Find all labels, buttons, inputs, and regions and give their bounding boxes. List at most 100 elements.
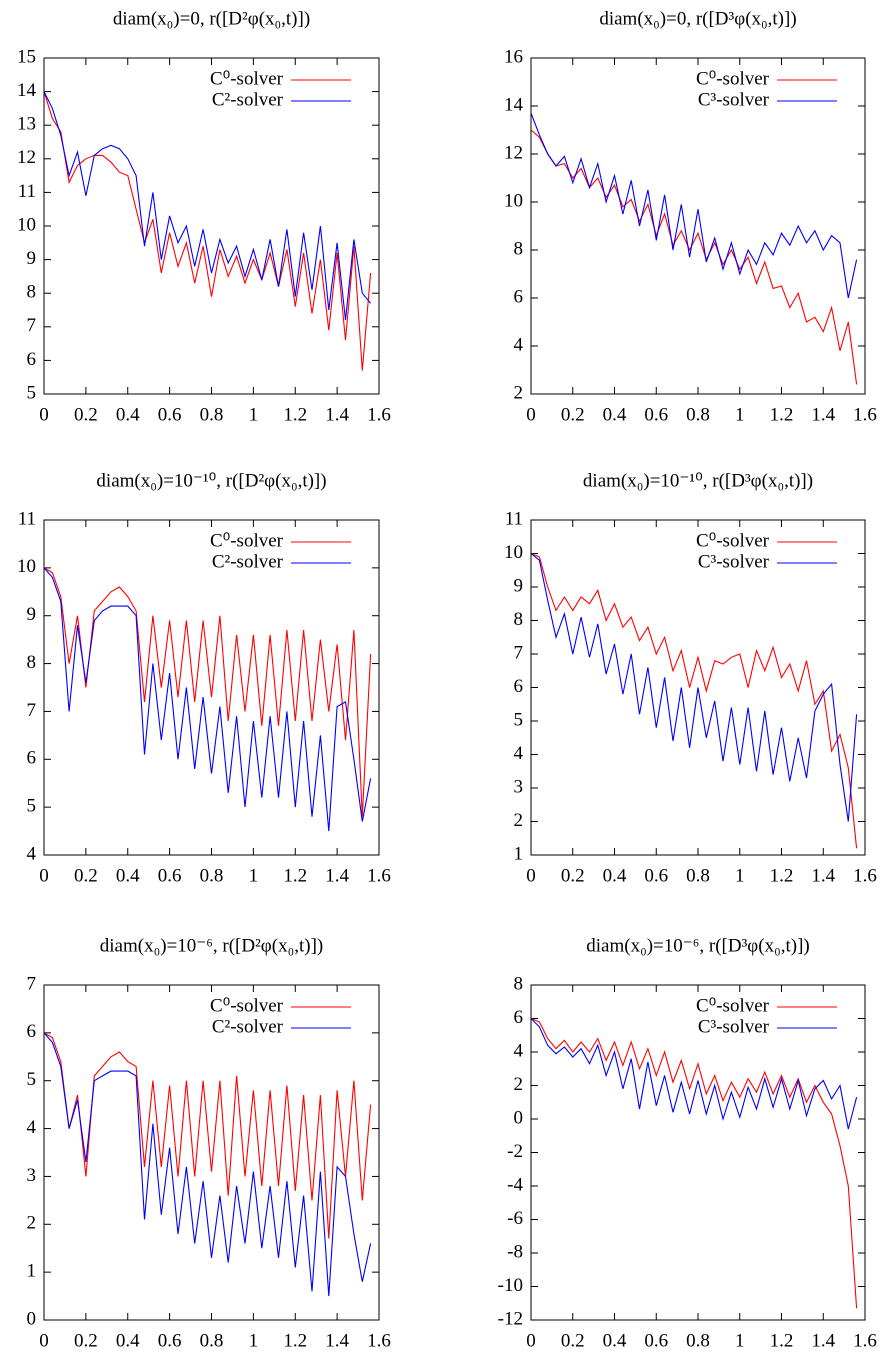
series-line — [43, 1032, 372, 1239]
y-tick-label: -6 — [507, 1208, 523, 1229]
x-tick-label: 0 — [526, 1330, 536, 1351]
series-line — [530, 553, 858, 822]
y-tick-label: 10 — [504, 190, 523, 211]
chart-title: diam(x₀)=10⁻¹⁰, r([D²φ(x₀,t)]) — [96, 470, 326, 491]
x-tick-label: 1.6 — [367, 404, 391, 425]
y-tick-label: 8 — [27, 282, 37, 303]
x-tick-label: 0.6 — [158, 1330, 182, 1351]
y-tick-label: 7 — [27, 700, 37, 721]
y-tick-label: 4 — [514, 334, 524, 355]
x-tick-label: 1.4 — [325, 1330, 349, 1351]
y-tick-label: 11 — [18, 508, 36, 529]
series-line — [530, 113, 858, 299]
y-tick-label: 4 — [514, 743, 524, 764]
chart-title: diam(x₀)=0, r([D³φ(x₀,t)]) — [599, 8, 796, 29]
legend-label: C⁰-solver — [696, 995, 770, 1016]
plot-frame — [530, 984, 866, 1321]
x-tick-label: 0.4 — [603, 1330, 627, 1351]
y-tick-label: 15 — [17, 46, 36, 67]
y-tick-label: -2 — [507, 1141, 523, 1162]
x-tick-label: 0.8 — [200, 1330, 224, 1351]
y-tick-label: 2 — [514, 810, 524, 831]
x-tick-label: 1 — [735, 404, 745, 425]
y-tick-label: -10 — [498, 1275, 523, 1296]
y-tick-label: 13 — [17, 114, 36, 135]
x-tick-label: 1.4 — [325, 865, 349, 886]
x-tick-label: 0.2 — [561, 1330, 585, 1351]
y-tick-label: 4 — [27, 1117, 37, 1138]
x-tick-label: 0.6 — [644, 1330, 668, 1351]
plot-frame — [530, 519, 866, 856]
x-tick-label: 0 — [526, 865, 536, 886]
y-tick-label: 6 — [27, 748, 37, 769]
y-tick-label: 2 — [514, 382, 524, 403]
x-tick-label: 1.6 — [853, 1330, 877, 1351]
series-line — [43, 91, 372, 321]
x-tick-label: 1.6 — [367, 865, 391, 886]
series-line — [43, 567, 372, 832]
y-tick-label: 7 — [27, 973, 37, 994]
y-tick-label: 6 — [27, 349, 37, 370]
legend-label: C⁰-solver — [696, 530, 770, 551]
y-tick-label: 8 — [514, 609, 524, 630]
legend-label: C⁰-solver — [210, 530, 284, 551]
plot-frame — [43, 57, 380, 395]
x-tick-label: 1 — [735, 865, 745, 886]
y-tick-label: 5 — [27, 1069, 37, 1090]
y-tick-label: 8 — [514, 973, 524, 994]
x-tick-label: 0.8 — [686, 404, 710, 425]
y-tick-label: 7 — [27, 315, 37, 336]
y-tick-label: 0 — [27, 1308, 37, 1329]
y-tick-label: 3 — [514, 776, 524, 797]
legend-label: C³-solver — [698, 1016, 770, 1037]
y-tick-label: 11 — [505, 508, 523, 529]
legend-label: C⁰-solver — [210, 68, 284, 89]
y-tick-label: 8 — [514, 238, 524, 259]
y-tick-label: 12 — [504, 142, 523, 163]
x-tick-label: 0.8 — [200, 865, 224, 886]
y-tick-label: 9 — [27, 248, 37, 269]
x-tick-label: 0.4 — [116, 865, 140, 886]
x-tick-label: 0.2 — [74, 404, 98, 425]
plot-frame — [43, 519, 380, 856]
legend-label: C³-solver — [698, 551, 770, 572]
y-tick-label: 1 — [514, 843, 524, 864]
y-tick-label: 16 — [504, 46, 523, 67]
x-tick-label: 0.8 — [686, 865, 710, 886]
x-tick-label: 1.4 — [811, 404, 835, 425]
y-tick-label: 1 — [27, 1261, 37, 1282]
y-tick-label: 8 — [27, 652, 37, 673]
series-line — [530, 129, 858, 385]
y-tick-label: -4 — [507, 1174, 523, 1195]
plot-frame — [530, 57, 866, 395]
chart-title: diam(x₀)=10⁻⁶, r([D³φ(x₀,t)]) — [586, 935, 809, 956]
x-tick-label: 1.6 — [367, 1330, 391, 1351]
x-tick-label: 1 — [249, 404, 259, 425]
y-tick-label: 7 — [514, 642, 524, 663]
x-tick-label: 1.2 — [770, 404, 794, 425]
y-tick-label: 2 — [27, 1213, 37, 1234]
x-tick-label: 0.2 — [74, 865, 98, 886]
legend-label: C³-solver — [698, 89, 770, 110]
y-tick-label: 5 — [514, 709, 524, 730]
y-tick-label: 6 — [27, 1021, 37, 1042]
x-tick-label: 0.2 — [561, 865, 585, 886]
chart-title: diam(x₀)=0, r([D²φ(x₀,t)]) — [113, 8, 310, 29]
y-tick-label: 10 — [504, 542, 523, 563]
series-line — [530, 552, 858, 849]
y-tick-label: 4 — [27, 843, 37, 864]
y-tick-label: 2 — [514, 1074, 524, 1095]
y-tick-label: 14 — [504, 94, 524, 115]
series-line — [530, 1017, 858, 1309]
x-tick-label: 1 — [249, 1330, 259, 1351]
x-tick-label: 1.2 — [770, 1330, 794, 1351]
y-tick-label: 0 — [514, 1107, 524, 1128]
legend-label: C⁰-solver — [210, 995, 284, 1016]
series-line — [43, 91, 372, 371]
legend-label: C²-solver — [212, 1016, 284, 1037]
x-tick-label: 0.2 — [74, 1330, 98, 1351]
plot-frame — [43, 984, 380, 1321]
x-tick-label: 1.4 — [811, 865, 835, 886]
x-tick-label: 1.2 — [283, 404, 307, 425]
